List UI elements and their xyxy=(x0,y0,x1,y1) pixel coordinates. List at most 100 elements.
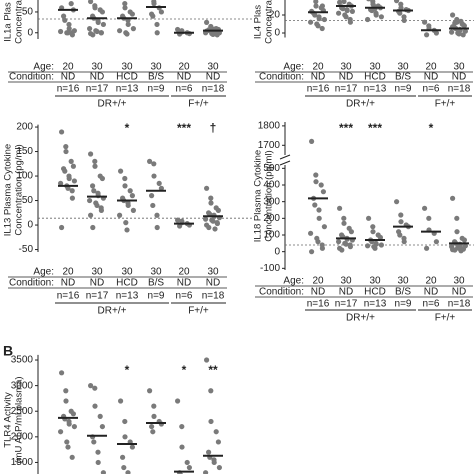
condition: ND xyxy=(90,72,104,83)
data-point xyxy=(59,370,65,376)
data-point xyxy=(337,0,343,5)
condition: ND xyxy=(206,72,220,83)
sample-size: n=18 xyxy=(448,84,471,95)
condition: ND xyxy=(311,287,325,298)
condition: B/S xyxy=(395,72,411,83)
condition: ND xyxy=(61,278,75,289)
data-point xyxy=(88,151,94,157)
sample-size: n=16 xyxy=(307,299,330,310)
data-point xyxy=(313,172,319,178)
genotype: F+/+ xyxy=(188,306,209,317)
condition: ND xyxy=(339,72,353,83)
data-point xyxy=(59,224,65,231)
data-point xyxy=(339,247,345,253)
condition: ND xyxy=(452,72,466,83)
data-point xyxy=(71,178,77,184)
panel-label: B xyxy=(3,343,13,359)
data-point xyxy=(63,398,69,404)
genotype: DR+/+ xyxy=(346,99,375,110)
data-point xyxy=(365,16,371,23)
data-point xyxy=(151,1,157,7)
y-axis-label: Concentration (pg/ml) xyxy=(14,144,25,235)
data-point xyxy=(66,26,72,32)
data-point xyxy=(316,207,322,213)
data-point xyxy=(158,185,164,191)
data-point xyxy=(452,20,458,26)
condition: HCD xyxy=(116,72,138,83)
sample-size: n=17 xyxy=(335,299,358,310)
age: 30 xyxy=(91,267,103,278)
data-point xyxy=(122,5,128,11)
data-point xyxy=(208,200,214,206)
data-point xyxy=(64,439,70,445)
data-point xyxy=(456,31,462,37)
data-point xyxy=(91,439,97,445)
data-point xyxy=(398,219,404,225)
significance: † xyxy=(210,121,217,135)
data-point xyxy=(62,168,68,174)
y-tick-label: 300 xyxy=(263,196,280,207)
y-axis-label: IL13 Plasma Cytokine xyxy=(3,144,14,236)
sample-size: n=16 xyxy=(307,84,330,95)
data-point xyxy=(117,212,123,218)
data-point xyxy=(214,220,220,227)
data-point xyxy=(454,215,460,221)
data-point xyxy=(213,429,219,435)
age: 30 xyxy=(453,276,465,287)
condition: ND xyxy=(90,278,104,289)
data-point xyxy=(95,449,101,455)
data-point xyxy=(95,19,101,25)
row-label: Age: xyxy=(33,267,54,278)
data-point xyxy=(154,30,160,36)
row-label: Age: xyxy=(283,62,304,73)
sample-size: n=9 xyxy=(395,84,412,95)
data-point xyxy=(154,224,160,231)
sample-size: n=6 xyxy=(423,299,440,310)
condition: HCD xyxy=(116,278,138,289)
data-point xyxy=(154,212,160,218)
data-point xyxy=(422,19,428,25)
data-point xyxy=(122,1,128,7)
data-point xyxy=(348,229,354,235)
significance: ** xyxy=(208,363,218,377)
data-point xyxy=(450,12,456,18)
data-point xyxy=(99,9,105,15)
age: 30 xyxy=(340,276,352,287)
data-point xyxy=(66,175,72,182)
age: 30 xyxy=(397,276,409,287)
data-point xyxy=(450,195,456,201)
data-point xyxy=(210,31,216,38)
significance: * xyxy=(429,121,434,135)
y-axis-label: IL1a Plas xyxy=(3,2,14,42)
data-point xyxy=(309,138,315,145)
age: 30 xyxy=(369,62,381,73)
data-point xyxy=(401,17,407,23)
data-point xyxy=(203,216,209,222)
data-point xyxy=(308,230,314,236)
data-point xyxy=(206,449,212,455)
data-point xyxy=(177,223,183,229)
data-point xyxy=(206,224,212,231)
data-point xyxy=(370,224,376,230)
y-axis-label: TLR4 Activity xyxy=(3,392,14,448)
data-point xyxy=(59,129,65,135)
significance: * xyxy=(125,121,130,135)
sample-size: n=6 xyxy=(176,84,193,95)
data-point xyxy=(309,249,315,255)
data-point xyxy=(184,459,190,466)
y-axis-label: IL18 Plasma Cytokine xyxy=(253,150,264,242)
y-tick-label: 1800 xyxy=(258,121,281,132)
data-point xyxy=(461,237,467,243)
y-tick-label: 1500 xyxy=(11,457,34,468)
data-point xyxy=(94,28,100,35)
condition: ND xyxy=(339,287,353,298)
data-point xyxy=(90,183,96,189)
data-point xyxy=(370,229,376,235)
data-point xyxy=(344,7,350,14)
data-point xyxy=(321,16,327,23)
age: 30 xyxy=(453,62,465,73)
data-point xyxy=(90,32,96,38)
data-point xyxy=(124,31,130,37)
y-tick-label: 500 xyxy=(263,163,280,174)
